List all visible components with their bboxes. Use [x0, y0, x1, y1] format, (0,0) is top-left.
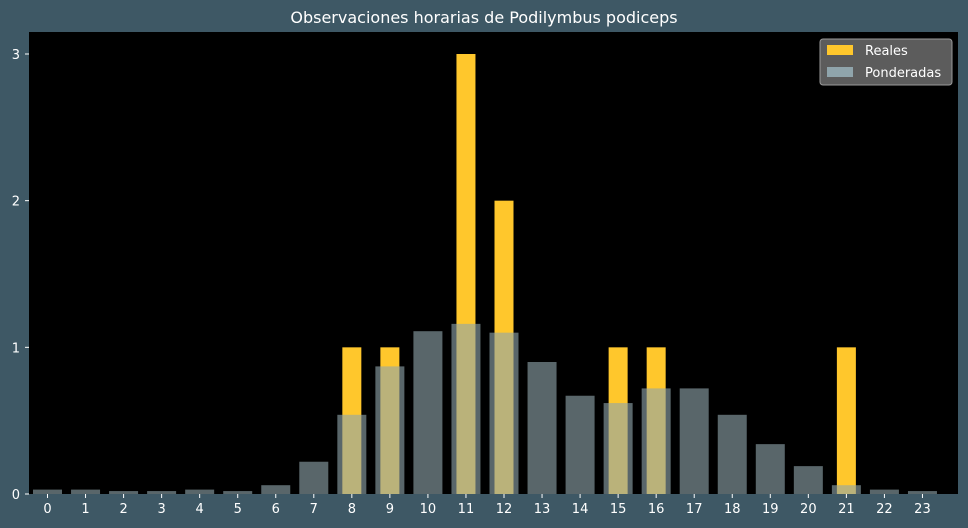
bar-ponderadas-15 [603, 403, 633, 494]
x-tick-label-19: 19 [762, 502, 779, 517]
x-tick-label-0: 0 [43, 502, 51, 517]
bar-ponderadas-19 [755, 444, 785, 494]
bar-ponderadas-8 [337, 414, 367, 494]
bar-ponderadas-5 [223, 491, 253, 494]
bar-ponderadas-12 [489, 332, 519, 494]
bar-reales-21 [836, 347, 856, 494]
x-tick-label-8: 8 [348, 502, 356, 517]
x-tick-label-16: 16 [648, 502, 665, 517]
x-tick-label-22: 22 [876, 502, 893, 517]
x-tick-label-1: 1 [81, 502, 89, 517]
x-axis: 0 1 2 3 4 5 6 7 8 9 10 11 12 13 14 15 16 17 18 19 20 21 22 23 [43, 494, 931, 517]
bar-ponderadas-18 [717, 414, 747, 494]
legend-label-ponderadas: Ponderadas [865, 66, 941, 81]
bar-ponderadas-13 [527, 362, 557, 494]
x-tick-label-20: 20 [800, 502, 817, 517]
x-tick-label-17: 17 [686, 502, 703, 517]
y-tick-label-3: 3 [12, 48, 20, 63]
bar-ponderadas-14 [565, 395, 595, 494]
bar-ponderadas-3 [147, 491, 177, 494]
x-tick-label-2: 2 [119, 502, 127, 517]
bar-ponderadas-1 [71, 489, 101, 494]
bar-ponderadas-10 [413, 331, 443, 494]
y-axis: 0 1 2 3 [12, 48, 29, 503]
bar-ponderadas-11 [451, 323, 481, 494]
legend-swatch-ponderadas [827, 67, 853, 77]
bar-ponderadas-0 [33, 489, 62, 494]
bar-ponderadas-20 [793, 466, 823, 494]
x-tick-label-10: 10 [420, 502, 437, 517]
series-ponderadas [33, 323, 937, 494]
bar-ponderadas-6 [261, 485, 291, 494]
x-tick-label-4: 4 [196, 502, 204, 517]
bar-ponderadas-2 [109, 491, 139, 494]
bar-ponderadas-17 [679, 388, 709, 494]
y-tick-label-0: 0 [12, 488, 20, 503]
bar-ponderadas-22 [869, 489, 899, 494]
x-tick-label-13: 13 [534, 502, 551, 517]
x-tick-label-15: 15 [610, 502, 627, 517]
bar-ponderadas-21 [831, 485, 861, 494]
x-tick-label-5: 5 [234, 502, 242, 517]
legend-label-reales: Reales [865, 44, 908, 59]
legend: Reales Ponderadas [819, 38, 953, 86]
x-tick-label-12: 12 [496, 502, 513, 517]
x-tick-label-18: 18 [724, 502, 741, 517]
x-tick-label-23: 23 [914, 502, 931, 517]
x-tick-label-3: 3 [157, 502, 165, 517]
bar-ponderadas-7 [299, 461, 329, 494]
x-tick-label-21: 21 [838, 502, 855, 517]
x-tick-label-7: 7 [310, 502, 318, 517]
bar-ponderadas-4 [185, 489, 215, 494]
y-tick-label-1: 1 [12, 341, 20, 356]
chart-title: Observaciones horarias de Podilymbus pod… [290, 8, 678, 27]
y-tick-label-2: 2 [12, 195, 20, 210]
bar-ponderadas-16 [641, 388, 671, 494]
legend-swatch-reales [827, 45, 853, 55]
x-tick-label-14: 14 [572, 502, 589, 517]
x-tick-label-11: 11 [458, 502, 475, 517]
bar-ponderadas-9 [375, 366, 405, 494]
bar-ponderadas-23 [907, 491, 937, 494]
x-tick-label-9: 9 [386, 502, 394, 517]
x-tick-label-6: 6 [272, 502, 280, 517]
